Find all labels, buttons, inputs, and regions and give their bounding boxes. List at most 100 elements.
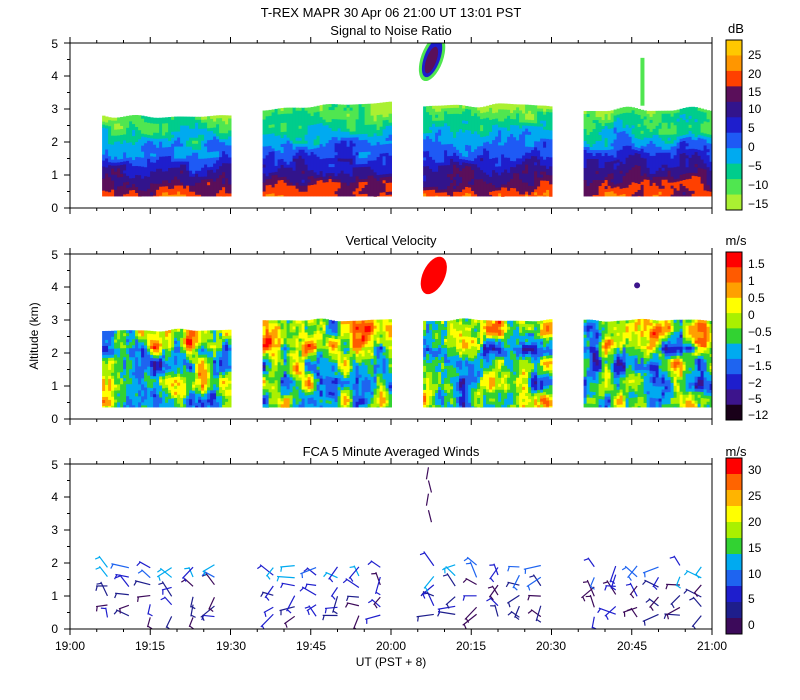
vv-cell xyxy=(262,383,266,387)
snr-cell xyxy=(328,140,332,159)
winds-colorbar-bin xyxy=(726,522,742,539)
vv-cell xyxy=(204,390,208,394)
vv-cell xyxy=(643,375,647,395)
vv-cell xyxy=(682,370,686,396)
vv-cell xyxy=(501,326,505,331)
vv-cell xyxy=(631,346,635,357)
snr-cell xyxy=(352,134,356,138)
snr-cell xyxy=(468,145,472,161)
vv-cell xyxy=(537,363,541,376)
snr-cell xyxy=(370,175,374,197)
snr-cell xyxy=(595,180,599,196)
snr-cell xyxy=(634,138,638,148)
vv-cell xyxy=(298,332,302,339)
vv-cell xyxy=(450,365,454,378)
snr-cell xyxy=(174,131,178,141)
snr-cell xyxy=(108,165,112,178)
vv-cell xyxy=(289,338,293,348)
vv-cell xyxy=(343,366,347,376)
snr-cell xyxy=(537,186,541,196)
vv-cell xyxy=(292,380,296,387)
vv-cell xyxy=(337,384,341,388)
vv-cell xyxy=(607,390,611,394)
snr-cell xyxy=(198,194,202,197)
snr-cell xyxy=(670,134,674,145)
snr-cell xyxy=(540,165,544,172)
wind-barb xyxy=(111,563,129,569)
vv-cell xyxy=(379,349,383,353)
wind-barb-flag xyxy=(203,570,206,576)
vv-cell xyxy=(265,395,269,405)
vv-cell xyxy=(153,334,157,341)
vv-cell xyxy=(165,360,169,365)
vv-cell xyxy=(307,323,311,327)
vv-cell xyxy=(307,374,311,378)
vv-cell xyxy=(682,319,686,339)
vv-cell xyxy=(435,393,439,406)
vv-cell xyxy=(435,339,439,349)
wind-barb xyxy=(469,561,478,578)
snr-cell xyxy=(292,170,296,187)
vv-cell xyxy=(525,324,529,331)
vv-cell xyxy=(534,381,538,385)
snr-cell xyxy=(316,180,320,197)
wind-barb xyxy=(205,572,215,586)
snr-cell xyxy=(495,190,499,197)
vv-cell xyxy=(376,373,380,378)
snr-cell xyxy=(444,165,448,190)
snr-cell xyxy=(126,127,130,144)
snr-cell xyxy=(501,109,505,122)
vv-cell xyxy=(340,387,344,391)
snr-cell xyxy=(105,128,109,150)
snr-cell xyxy=(328,104,332,108)
vv-cell xyxy=(388,322,392,326)
vv-cell xyxy=(216,387,220,391)
snr-cell xyxy=(337,128,341,141)
vv-cell xyxy=(528,336,532,346)
snr-cell xyxy=(177,116,181,132)
vv-cell xyxy=(423,383,427,391)
snr-cell xyxy=(364,163,368,168)
vv-cell xyxy=(694,364,698,378)
vv-cell xyxy=(607,321,611,337)
snr-cell xyxy=(225,115,229,125)
vv-cell xyxy=(589,322,593,327)
vv-cell xyxy=(304,374,308,378)
vv-cell xyxy=(331,362,335,366)
vv-cell xyxy=(168,375,172,379)
snr-cell xyxy=(592,159,596,181)
vv-cell xyxy=(640,396,644,408)
vv-cell xyxy=(150,366,154,377)
vv-cell xyxy=(619,392,623,396)
vv-cell xyxy=(364,347,368,360)
snr-cell xyxy=(489,104,493,109)
vv-cell xyxy=(162,370,166,374)
vv-cell xyxy=(673,355,677,360)
vv-cell xyxy=(477,370,481,378)
snr-cell xyxy=(349,134,353,139)
vv-cell xyxy=(489,350,493,354)
snr-cell xyxy=(177,191,181,197)
vv-cell xyxy=(652,398,656,408)
vv-cell xyxy=(546,340,550,344)
vv-cell xyxy=(283,338,287,345)
snr-cell xyxy=(667,170,671,184)
vv-cell xyxy=(543,338,547,348)
snr-cell xyxy=(225,133,229,140)
snr-cell xyxy=(610,182,614,189)
vv-cell xyxy=(480,356,484,360)
snr-cell xyxy=(265,194,269,197)
vv-cell xyxy=(213,357,217,361)
vv-cell xyxy=(198,372,202,377)
vv-cell xyxy=(616,395,620,400)
vv-cell xyxy=(673,403,677,408)
vv-cell xyxy=(589,346,593,354)
snr-cell xyxy=(483,136,487,143)
snr-cell xyxy=(355,134,359,138)
vv-cell xyxy=(159,352,163,356)
snr-cell xyxy=(640,184,644,197)
vv-cell xyxy=(355,353,359,358)
snr-cell xyxy=(450,143,454,157)
vv-cell xyxy=(147,348,151,353)
snr-cell xyxy=(343,140,347,160)
